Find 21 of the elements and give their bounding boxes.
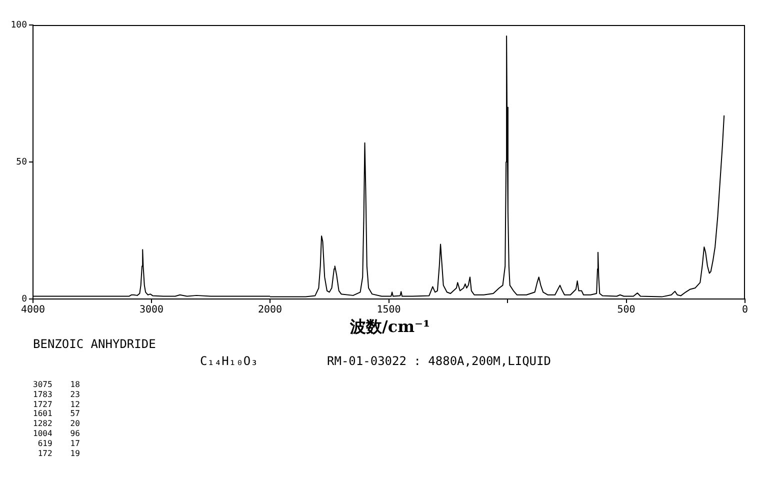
y-tick-label: 50	[16, 157, 27, 168]
text: C₁₄H₁₀O₃	[200, 354, 258, 368]
text: 1783 23	[33, 390, 80, 399]
text: RM-01-03022 : 4880A,200M,LIQUID	[327, 354, 551, 368]
text: 1601 57	[33, 409, 80, 418]
x-tick-label: 4000	[20, 304, 46, 316]
text: 1004 96	[33, 428, 80, 438]
text: 1727 12	[33, 400, 80, 409]
y-tick-label: 100	[10, 20, 27, 30]
text: 172 19	[38, 448, 80, 458]
text: 1282 20	[33, 419, 80, 428]
x-tick-label: 1500	[376, 304, 401, 316]
x-tick-label: 500	[617, 304, 636, 316]
x-tick-label: 3000	[139, 304, 164, 316]
text: BENZOIC ANHYDRIDE	[33, 337, 156, 351]
text: 3075 18	[33, 380, 80, 389]
x-tick-label: 0	[742, 304, 748, 316]
x-axis-title: 波数/cm⁻¹	[349, 317, 431, 338]
text: 619 17	[38, 438, 80, 448]
x-tick-label: 2000	[258, 304, 282, 316]
y-tick-label: 0	[22, 294, 27, 304]
